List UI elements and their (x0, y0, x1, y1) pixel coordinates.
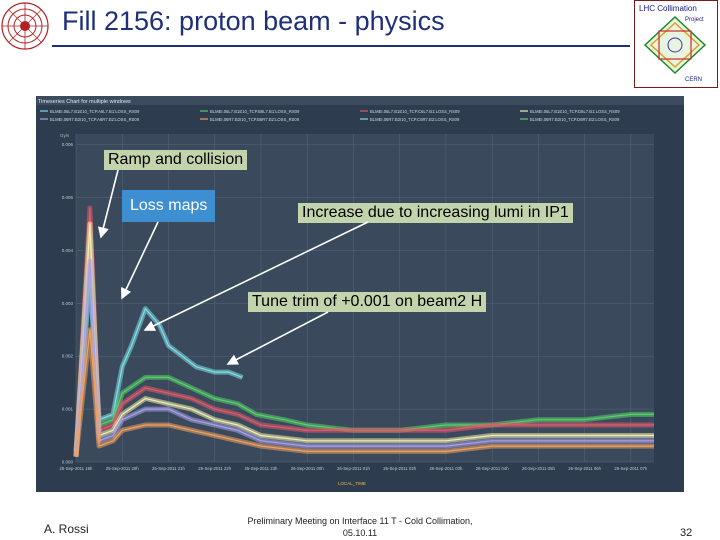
y-tick-label: 0.002 (62, 354, 74, 359)
legend-entry: BLMEI.06L7.B1E10_TCP.D6L7.B1:LOSS_RS09 (530, 109, 620, 114)
chart-series (73, 205, 654, 457)
logo-square-red (658, 30, 692, 60)
x-tick-label: 25-Sep-2011 20h (106, 466, 139, 471)
y-tick-label: 0.001 (62, 407, 74, 412)
x-tick-label: 25-Sep-2011 19h (60, 466, 93, 471)
x-tick-label: 26-Sep-2011 00h (291, 466, 324, 471)
chart-title-bar (36, 96, 684, 105)
legend-entry: BLMEI.06R7.B2I10_TCP.D6R7.B2:LOSS_RS09 (530, 117, 620, 122)
logo-circle (667, 37, 683, 53)
callout-loss-maps: Loss maps (122, 190, 216, 222)
chart-title: Timeseries Chart for multiple windows (38, 99, 131, 105)
x-tick-label: 25-Sep-2011 21h (152, 466, 185, 471)
callout-ramp-and-collision: Ramp and collision (104, 150, 248, 170)
legend-entry: BLMEI.06R7.B2I10_TCP.B6R7.B2:LOSS_RS09 (210, 117, 300, 122)
slide-title: Fill 2156: proton beam - physics (62, 6, 445, 36)
legend-entry: BLMEI.06L7.B1E10_TCP.C6L7.B1:LOSS_RS09 (370, 109, 460, 114)
logo-text-cern: CERN (685, 77, 702, 83)
callout-lumi-increase: Increase due to increasing lumi in IP1 (298, 203, 573, 223)
x-tick-label: 25-Sep-2011 22h (198, 466, 231, 471)
y-tick-label: 0.004 (62, 248, 74, 253)
x-tick-label: 26-Sep-2011 03h (429, 466, 462, 471)
cern-logo (1, 2, 49, 50)
legend-entry: BLMEI.06L7.B1E10_TCP.B6L7.B1:LOSS_RS09 (210, 109, 300, 114)
y-tick-label: 0.003 (62, 301, 74, 306)
y-axis-unit: Gy/s (60, 133, 70, 138)
x-axis-ticks: 25-Sep-2011 19h 25-Sep-2011 20h 25-Sep-201… (60, 466, 648, 471)
logo-diamond-green (643, 15, 707, 75)
series-line-4 (75, 260, 654, 457)
x-tick-label: 26-Sep-2011 02h (383, 466, 416, 471)
x-tick-label: 26-Sep-2011 06h (568, 466, 601, 471)
series-line-3 (75, 223, 654, 457)
page-number: 32 (680, 527, 693, 539)
series-line-1 (75, 239, 654, 452)
x-axis-title: LOCAL_TIME (338, 481, 366, 486)
footer-author: A. Rossi (44, 522, 89, 536)
legend-entry: BLMEI.06L7.B1E10_TCP.A6L7.B1:LOSS_RS09 (50, 109, 140, 114)
y-tick-label: 0.005 (62, 195, 74, 200)
logo-text-project: Project (685, 17, 704, 23)
x-tick-label: 26-Sep-2011 05h (522, 466, 555, 471)
y-tick-label: 0.000 (62, 460, 74, 465)
logo-text-main: LHC Collimation (639, 4, 697, 13)
chart-legend: BLMEI.06L7.B1E10_TCP.A6L7.B1:LOSS_RS09 BL… (40, 109, 620, 122)
lhc-collimation-logo: LHC Collimation Project CERN (634, 0, 718, 88)
x-tick-label: 26-Sep-2011 04h (476, 466, 509, 471)
y-axis-ticks: 0.000 0.001 0.002 0.003 0.004 0.005 0.006 (62, 142, 74, 464)
y-tick-label: 0.006 (62, 142, 74, 147)
callout-tune-trim: Tune trim of +0.001 on beam2 H (248, 292, 487, 312)
x-tick-label: 26-Sep-2011 01h (337, 466, 370, 471)
footer-meeting: Preliminary Meeting on Interface 11 T - … (247, 516, 473, 538)
series-line-2 (75, 207, 654, 457)
x-tick-label: 26-Sep-2011 07h (614, 466, 647, 471)
legend-entry: BLMEI.06R7.B2I10_TCP.A6R7.B2:LOSS_RS09 (50, 117, 140, 122)
legend-entry: BLMEI.06R7.B2I10_TCP.C6R7.B2:LOSS_RS09 (370, 117, 460, 122)
x-tick-label: 25-Sep-2011 23h (245, 466, 278, 471)
series-line-5 (75, 329, 654, 457)
title-divider (52, 45, 630, 47)
